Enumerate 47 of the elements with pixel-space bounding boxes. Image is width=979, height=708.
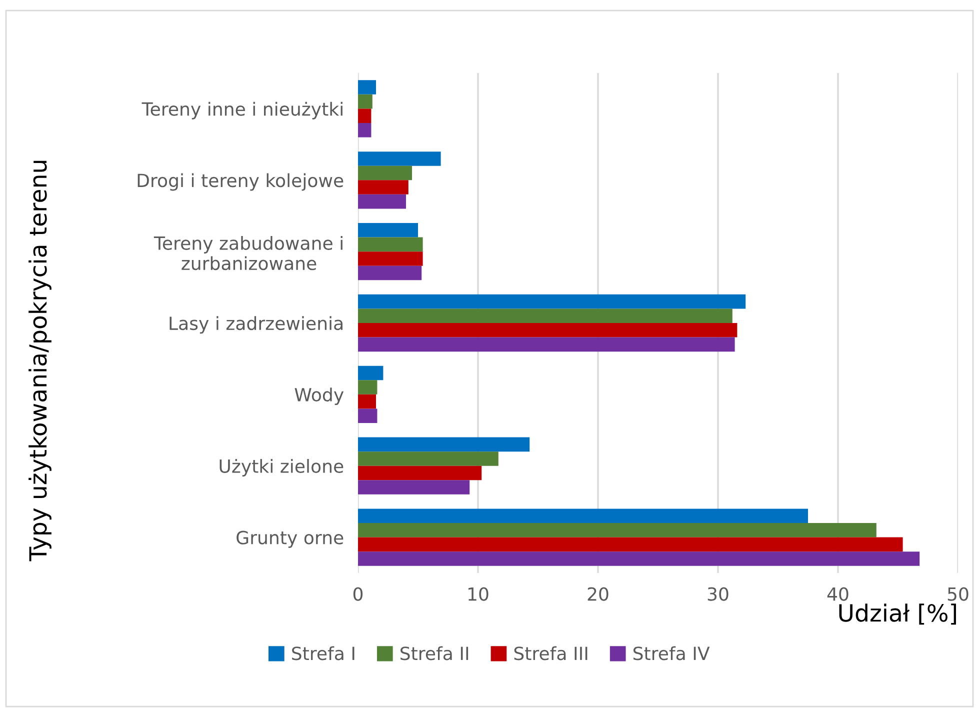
bar [358,408,378,423]
bar [358,223,418,238]
bar [358,180,408,194]
bar [358,523,876,538]
legend-label: Strefa III [514,646,588,660]
y-tick-label: Tereny zabudowane i zurbanizowane [154,236,342,270]
bar [358,108,372,123]
bar [358,537,903,552]
bar [358,394,376,409]
bar [358,508,808,523]
bar [358,466,482,480]
y-tick-label: Tereny inne i nieużytki [142,102,342,120]
x-tick-label: 0 [353,587,363,601]
legend-label: Strefa IV [633,646,710,660]
bar [358,308,732,323]
bar [358,552,920,566]
bar [358,152,441,166]
y-tick-label: Drogi i tereny kolejowe [138,173,344,191]
bar [358,452,498,466]
bar [358,123,372,138]
bar [358,337,735,352]
bar [358,237,423,252]
bar [358,380,378,394]
y-tick-label: Lasy i zadrzewienia [170,316,342,334]
bar [358,323,738,338]
y-tick-label: Grunty orne [236,530,344,548]
bar [358,80,376,94]
y-tick-label: Wody [294,388,344,406]
bar [358,94,372,109]
bar [358,194,406,209]
legend-label: Strefa I [292,646,354,660]
x-tick-label: 50 [948,587,968,601]
y-axis-title: Typy użytkowania/pokrycia terenu [28,160,52,562]
bar [358,266,422,280]
bar [358,166,412,180]
x-tick-label: 40 [827,587,848,601]
y-tick-label: Użytki zielone [220,458,344,476]
x-tick-label: 30 [708,587,728,601]
bar [358,366,384,380]
bar [358,252,423,266]
x-axis-title: Udział [%] [839,604,956,625]
bar [358,294,746,309]
bar [358,437,530,452]
legend-label: Strefa II [400,646,468,660]
x-tick-label: 20 [588,587,608,601]
bar [358,480,470,494]
x-tick-label: 10 [468,587,488,601]
